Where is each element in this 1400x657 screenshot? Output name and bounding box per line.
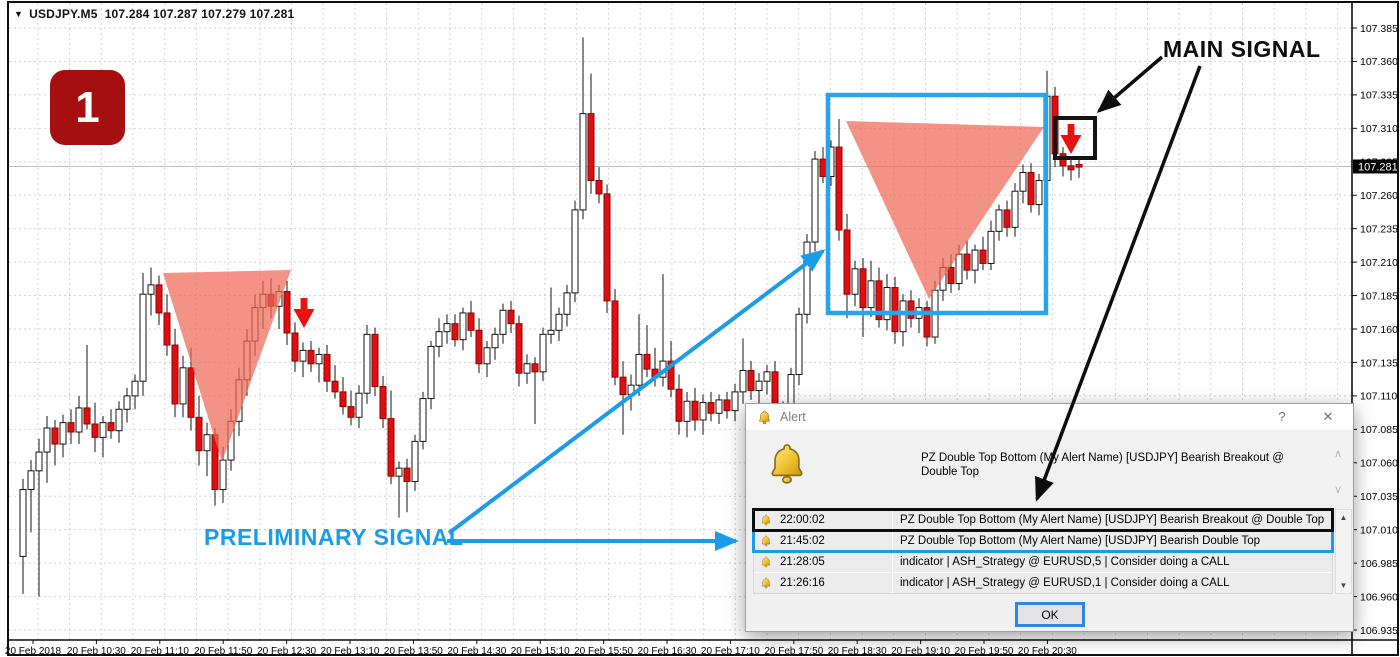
svg-text:107.085: 107.085 — [1360, 424, 1398, 436]
column-divider — [892, 531, 893, 551]
alert-row-time: 21:45:02 — [780, 535, 825, 547]
svg-text:107.210: 107.210 — [1360, 257, 1398, 269]
svg-text:20 Feb 11:50: 20 Feb 11:50 — [194, 646, 253, 657]
alert-row-time: 21:28:05 — [780, 556, 825, 568]
help-icon[interactable]: ? — [1278, 409, 1286, 424]
svg-text:107.160: 107.160 — [1360, 324, 1398, 336]
svg-text:107.260: 107.260 — [1360, 190, 1398, 202]
svg-text:20 Feb 17:50: 20 Feb 17:50 — [764, 646, 823, 657]
svg-text:107.010: 107.010 — [1360, 524, 1398, 536]
alert-list-scrollbar[interactable]: ▲ ▼ — [1335, 509, 1352, 594]
bell-icon — [761, 514, 771, 526]
double-top-pattern-2 — [846, 121, 1044, 299]
bell-icon — [771, 444, 803, 484]
double-top-pattern-1 — [163, 270, 291, 462]
svg-text:20 Feb 14:30: 20 Feb 14:30 — [447, 646, 506, 657]
svg-text:107.135: 107.135 — [1360, 357, 1398, 369]
svg-text:20 Feb 2018: 20 Feb 2018 — [5, 646, 62, 657]
svg-text:20 Feb 10:30: 20 Feb 10:30 — [67, 646, 126, 657]
svg-text:106.985: 106.985 — [1360, 558, 1398, 570]
alert-row-message: indicator | ASH_Strategy @ EURUSD,1 | Co… — [900, 577, 1230, 589]
alert-row-message: indicator | ASH_Strategy @ EURUSD,5 | Co… — [900, 556, 1230, 568]
time-axis[interactable]: 20 Feb 2018 20 Feb 10:30 20 Feb 11:10 20 Fe… — [5, 640, 1077, 657]
alert-row[interactable]: 21:45:02 PZ Double Top Bottom (My Alert N… — [752, 529, 1334, 553]
svg-text:107.060: 107.060 — [1360, 458, 1398, 470]
svg-text:107.110: 107.110 — [1360, 391, 1397, 403]
svg-text:107.385: 107.385 — [1360, 23, 1398, 35]
column-divider — [892, 510, 893, 530]
step-number-badge: 1 — [50, 70, 125, 145]
svg-text:20 Feb 13:10: 20 Feb 13:10 — [321, 646, 380, 657]
svg-text:20 Feb 16:30: 20 Feb 16:30 — [638, 646, 697, 657]
column-divider — [892, 552, 893, 572]
alert-message-area: PZ Double Top Bottom (My Alert Name) [US… — [747, 431, 1352, 509]
alert-row[interactable]: 21:28:05 indicator | ASH_Strategy @ EURUS… — [754, 552, 1332, 572]
svg-text:20 Feb 17:10: 20 Feb 17:10 — [701, 646, 760, 657]
svg-text:20 Feb 15:10: 20 Feb 15:10 — [511, 646, 570, 657]
preliminary-signal-label: PRELIMINARY SIGNAL — [204, 524, 464, 550]
svg-text:106.960: 106.960 — [1360, 591, 1398, 603]
alert-dialog-title: Alert — [780, 410, 806, 424]
svg-text:20 Feb 13:50: 20 Feb 13:50 — [384, 646, 443, 657]
alert-row-message: PZ Double Top Bottom (My Alert Name) [US… — [900, 535, 1261, 547]
alert-row-time: 21:26:16 — [780, 577, 825, 589]
ohlc-values: 107.284 107.287 107.279 107.281 — [104, 7, 295, 21]
bell-icon — [759, 410, 770, 424]
svg-text:107.185: 107.185 — [1360, 290, 1398, 302]
bell-icon — [761, 556, 771, 568]
svg-text:106.935: 106.935 — [1360, 625, 1398, 637]
alert-row-time: 22:00:02 — [780, 514, 825, 526]
svg-text:20 Feb 12:30: 20 Feb 12:30 — [257, 646, 316, 657]
sell-arrow-icon — [1060, 124, 1082, 154]
svg-text:20 Feb 19:10: 20 Feb 19:10 — [891, 646, 950, 657]
current-price-tag: 107.281 — [1358, 162, 1398, 174]
symbol-title: ▼ USDJPY.M5 107.284 107.287 107.279 107.2… — [14, 7, 294, 21]
svg-text:107.035: 107.035 — [1360, 491, 1398, 503]
chevron-down-icon[interactable]: ▼ — [14, 9, 24, 19]
alert-history-list: 22:00:02 PZ Double Top Bottom (My Alert N… — [752, 508, 1334, 594]
svg-text:20 Feb 11:10: 20 Feb 11:10 — [131, 646, 190, 657]
svg-text:20 Feb 19:50: 20 Feb 19:50 — [955, 646, 1014, 657]
sell-arrow-icon — [293, 298, 315, 328]
ok-button[interactable]: OK — [1015, 602, 1085, 627]
svg-text:107.235: 107.235 — [1360, 223, 1398, 235]
svg-text:107.310: 107.310 — [1360, 123, 1398, 135]
scrollbar-down-icon[interactable]: ▼ — [1339, 581, 1348, 590]
alert-message-text: PZ Double Top Bottom (My Alert Name) [US… — [921, 452, 1284, 478]
scroll-down-icon[interactable]: ∨ — [1333, 484, 1342, 496]
close-icon[interactable]: ✕ — [1322, 409, 1334, 424]
column-divider — [892, 573, 893, 593]
svg-text:107.360: 107.360 — [1360, 56, 1398, 68]
main-signal-label: MAIN SIGNAL — [1163, 36, 1321, 62]
alert-dialog: Alert ? ✕ PZ Double Top Bottom (My Alert… — [745, 403, 1354, 632]
svg-text:20 Feb 18:30: 20 Feb 18:30 — [828, 646, 887, 657]
scroll-up-icon[interactable]: ∧ — [1333, 448, 1342, 460]
symbol-name: USDJPY.M5 — [29, 7, 98, 21]
svg-text:107.335: 107.335 — [1360, 90, 1398, 102]
alert-dialog-titlebar[interactable]: Alert ? ✕ — [746, 404, 1353, 430]
price-axis[interactable]: 107.385107.360107.335107.310107.285107.2… — [1352, 23, 1399, 637]
scrollbar-up-icon[interactable]: ▲ — [1339, 513, 1348, 522]
alert-row-message: PZ Double Top Bottom (My Alert Name) [US… — [900, 514, 1325, 526]
svg-text:20 Feb 20:30: 20 Feb 20:30 — [1018, 646, 1077, 657]
alert-row[interactable]: 22:00:02 PZ Double Top Bottom (My Alert N… — [752, 508, 1334, 532]
alert-row[interactable]: 21:26:16 indicator | ASH_Strategy @ EURUS… — [754, 573, 1332, 593]
bell-icon — [761, 535, 771, 547]
svg-text:20 Feb 15:50: 20 Feb 15:50 — [574, 646, 633, 657]
bell-icon — [761, 577, 771, 589]
